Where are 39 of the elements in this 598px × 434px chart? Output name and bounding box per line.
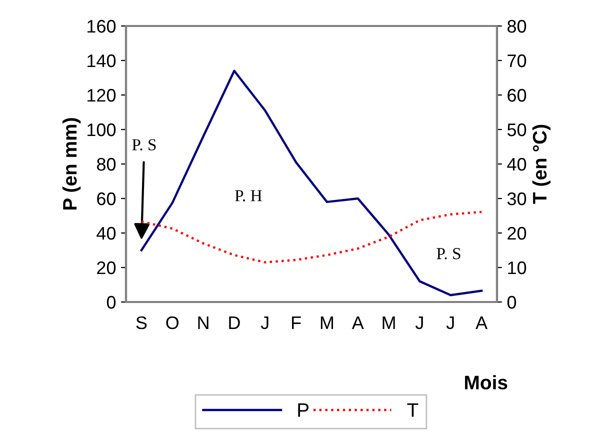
x-tick-label: D xyxy=(229,316,240,329)
annotation: P. S xyxy=(132,139,156,150)
line-series xyxy=(140,210,483,264)
x-tick-label: M xyxy=(320,316,333,329)
x-tick-label: O xyxy=(166,316,179,330)
x-tick-label: A xyxy=(352,316,364,329)
y-tick-label: 120 xyxy=(88,88,116,102)
y2-tick-label: 30 xyxy=(507,192,526,206)
y-axis-title: P (en mm) xyxy=(62,118,81,210)
y-tick-label: 20 xyxy=(97,261,116,274)
y2-tick-label: 80 xyxy=(508,20,526,33)
legend-label: T xyxy=(407,403,418,417)
x-tick-label: N xyxy=(198,316,208,329)
y2-axis-title: T (en °C) xyxy=(532,124,550,204)
x-tick-label: J xyxy=(446,316,454,330)
y2-tick-label: 10 xyxy=(508,261,526,274)
y-tick-label: 60 xyxy=(97,192,116,206)
x-axis-title: Mois xyxy=(465,375,508,390)
x-tick-label: A xyxy=(476,316,488,329)
x-tick-label: J xyxy=(415,316,423,330)
y-tick-label: 160 xyxy=(88,20,116,33)
y-tick-label: 140 xyxy=(88,54,116,68)
y2-tick-label: 60 xyxy=(508,88,526,102)
x-tick-label: M xyxy=(382,316,395,329)
y-tick-label: 80 xyxy=(96,158,116,171)
y-tick-label: 100 xyxy=(88,123,116,136)
y2-tick-label: 0 xyxy=(507,296,516,309)
x-tick-label: S xyxy=(136,316,147,330)
y-tick-label: 0 xyxy=(106,296,116,309)
y2-tick-label: 50 xyxy=(507,123,526,136)
annotation: P. S xyxy=(436,248,460,260)
x-tick-label: F xyxy=(292,316,301,329)
legend-label: P xyxy=(298,403,309,417)
y2-tick-label: 70 xyxy=(508,54,526,68)
x-tick-label: J xyxy=(260,316,268,330)
y2-tick-label: 20 xyxy=(508,226,526,240)
y2-tick-label: 40 xyxy=(507,158,526,171)
annotation: P. H xyxy=(235,190,262,202)
y-tick-label: 40 xyxy=(96,226,116,240)
